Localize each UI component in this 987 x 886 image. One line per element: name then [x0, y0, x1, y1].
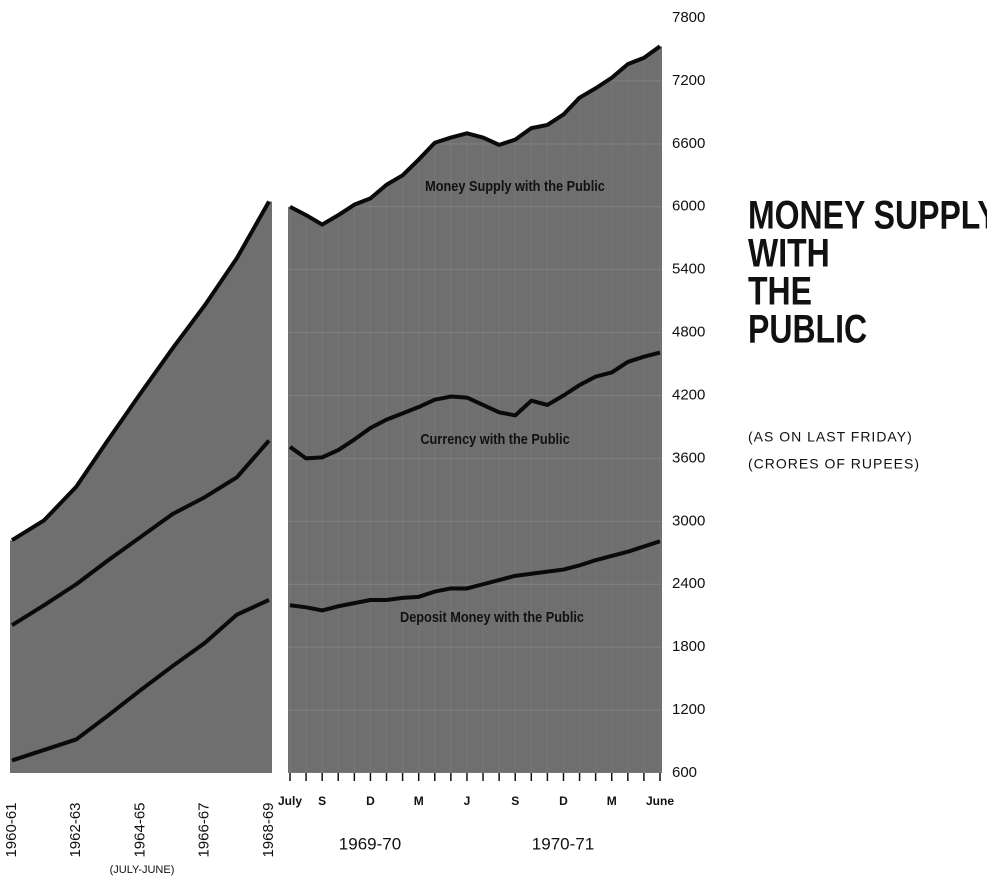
y-tick-label: 1200 [672, 701, 705, 718]
period-label: 1970-71 [532, 834, 594, 853]
x-tick-label: 1966-67 [196, 802, 213, 857]
x-tick-label: 1964-65 [131, 802, 148, 857]
series-line [289, 539, 661, 613]
y-tick-label: 6600 [672, 135, 705, 152]
series-line [289, 44, 662, 227]
x-tick-label: D [366, 794, 375, 808]
period-label: 1969-70 [339, 834, 401, 853]
x-tick-label: D [559, 794, 568, 808]
subtitle-line: (CRORES OF RUPEES) [748, 456, 920, 472]
y-tick-label: 5400 [672, 261, 705, 278]
y-tick-label: 4200 [672, 386, 705, 403]
y-tick-label: 2400 [672, 575, 705, 592]
y-tick-label: 600 [672, 764, 697, 781]
x-tick-label: S [511, 794, 519, 808]
series-line [11, 598, 270, 763]
y-tick-label: 1800 [672, 638, 705, 655]
x-tick-label: M [414, 794, 424, 808]
x-tick-label: 1960-61 [3, 802, 20, 857]
x-tick-label: June [646, 794, 674, 808]
y-tick-label: 7200 [672, 72, 705, 89]
x-tick-label: J [464, 794, 471, 808]
area [288, 46, 662, 773]
x-tick-label: 1962-63 [67, 802, 84, 857]
subtitle-line: (AS ON LAST FRIDAY) [748, 429, 913, 445]
series-label: Currency with the Public [420, 430, 570, 447]
title-line: MONEY SUPPLY [748, 192, 987, 237]
series-line [10, 439, 271, 627]
y-tick-label: 6000 [672, 198, 705, 215]
x-tick-label: S [318, 794, 326, 808]
y-tick-label: 3600 [672, 449, 705, 466]
series-label: Money Supply with the Public [425, 177, 605, 194]
title-line: WITH [748, 230, 830, 275]
title-line: PUBLIC [748, 306, 867, 351]
y-tick-label: 7800 [672, 9, 705, 26]
title-line: THE [748, 268, 812, 313]
y-tick-label: 3000 [672, 512, 705, 529]
x-tick-label: M [607, 794, 617, 808]
series-line [10, 200, 271, 542]
y-tick-label: 4800 [672, 324, 705, 341]
x-axis-label: (JULY-JUNE) [110, 864, 175, 876]
x-tick-label: 1968-69 [260, 802, 277, 857]
series-label: Deposit Money with the Public [400, 608, 584, 625]
x-tick-label: July [278, 794, 302, 808]
series-line [288, 350, 661, 461]
area [10, 201, 272, 773]
